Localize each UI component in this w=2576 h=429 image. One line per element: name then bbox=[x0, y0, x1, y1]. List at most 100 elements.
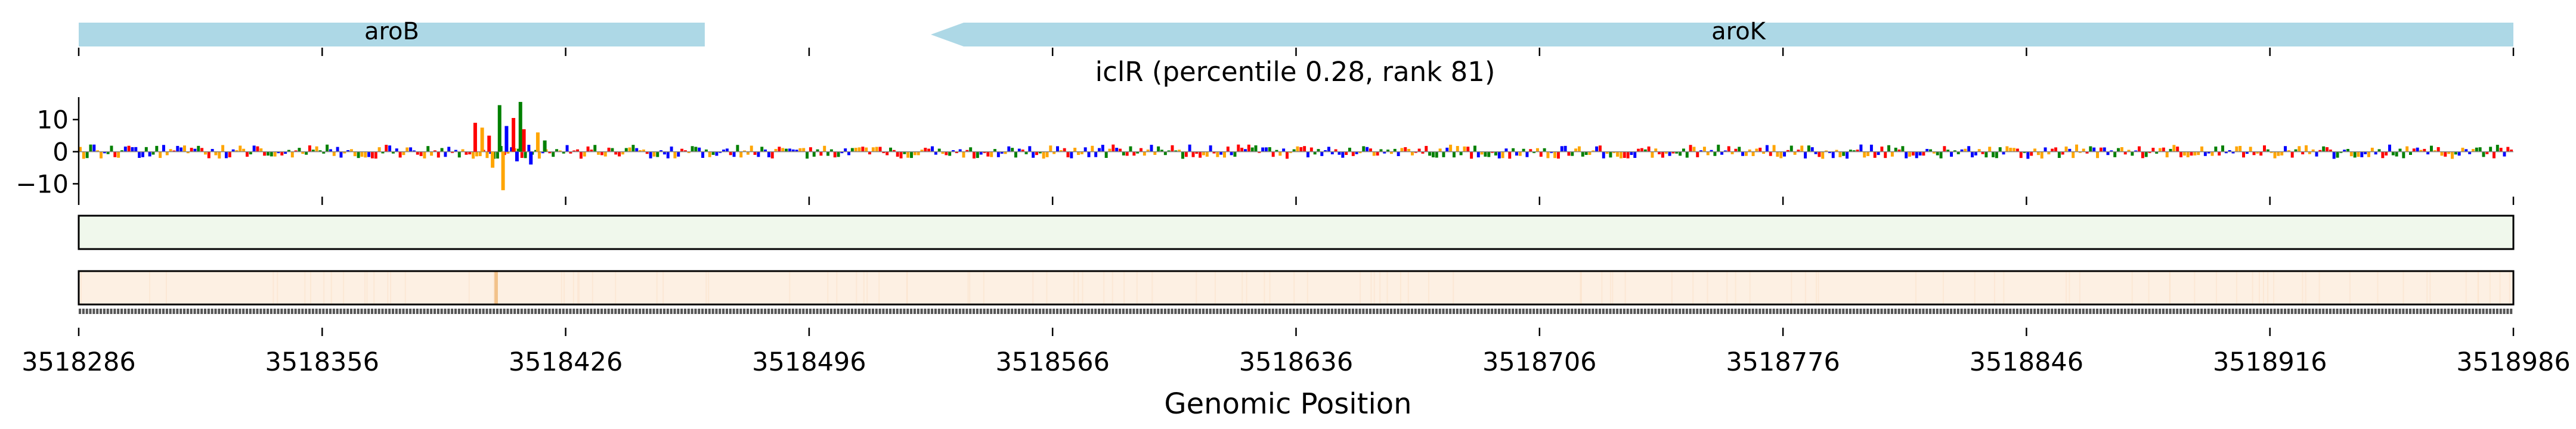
sequence-base bbox=[635, 309, 638, 314]
logo-mark bbox=[2131, 151, 2134, 156]
orange-track-streak bbox=[1082, 271, 1083, 304]
sequence-base bbox=[1017, 309, 1020, 314]
logo-mark bbox=[1908, 151, 1912, 157]
sequence-base bbox=[1501, 309, 1504, 314]
sequence-base bbox=[259, 309, 262, 314]
sequence-base bbox=[952, 309, 955, 314]
logo-mark bbox=[2346, 149, 2349, 152]
logo-mark bbox=[2085, 151, 2089, 154]
green-track bbox=[78, 214, 2515, 250]
logo-mark bbox=[2238, 145, 2242, 152]
sequence-base bbox=[2277, 309, 2280, 314]
logo-mark bbox=[2454, 151, 2457, 155]
logo-mark bbox=[1929, 149, 1933, 152]
logo-mark bbox=[965, 150, 969, 152]
logo-mark bbox=[423, 151, 426, 158]
logo-mark bbox=[844, 148, 847, 152]
logo-mark bbox=[516, 148, 520, 152]
logo-mark bbox=[433, 150, 436, 152]
logo-mark bbox=[381, 151, 385, 154]
sequence-base bbox=[1303, 309, 1306, 314]
sequence-base bbox=[1407, 309, 1410, 314]
sequence-base bbox=[388, 309, 391, 314]
sequence-base bbox=[656, 309, 659, 314]
logo-mark bbox=[1111, 144, 1115, 152]
sequence-base bbox=[155, 309, 158, 314]
sequence-base bbox=[516, 309, 520, 314]
logo-mark bbox=[2273, 151, 2277, 158]
logo-mark bbox=[983, 151, 986, 153]
sequence-logo-panel: 100−10 bbox=[16, 97, 2515, 205]
orange-track-streak bbox=[863, 271, 865, 304]
logo-peak bbox=[473, 123, 477, 152]
logo-mark bbox=[2144, 151, 2148, 157]
sequence-base bbox=[1125, 309, 1128, 314]
sequence-base bbox=[649, 309, 652, 314]
sequence-base bbox=[732, 309, 735, 314]
logo-mark bbox=[572, 150, 576, 152]
logo-mark bbox=[1539, 151, 1543, 157]
logo-mark bbox=[2200, 146, 2204, 152]
sequence-base bbox=[948, 309, 951, 314]
sequence-base bbox=[2305, 309, 2308, 314]
logo-mark bbox=[457, 151, 461, 158]
logo-mark bbox=[555, 149, 559, 152]
gene-label-aroK: aroK bbox=[1711, 18, 1767, 45]
green-track-fill bbox=[78, 214, 2515, 250]
logo-mark bbox=[973, 151, 976, 158]
logo-mark bbox=[875, 147, 878, 152]
sequence-strip bbox=[79, 309, 2513, 314]
sequence-base bbox=[308, 309, 311, 314]
logo-mark bbox=[2326, 147, 2329, 152]
sequence-base bbox=[746, 309, 749, 314]
logo-mark bbox=[2277, 151, 2280, 156]
logo-mark bbox=[903, 151, 906, 154]
orange-track-streak bbox=[1624, 271, 1626, 304]
logo-mark bbox=[1449, 144, 1453, 152]
sequence-base bbox=[2182, 309, 2185, 314]
logo-mark bbox=[760, 147, 764, 152]
logo-mark bbox=[430, 151, 434, 156]
logo-mark bbox=[1873, 151, 1877, 158]
sequence-base bbox=[719, 309, 722, 314]
logo-mark bbox=[719, 151, 722, 153]
sequence-base bbox=[1007, 309, 1010, 314]
logo-mark bbox=[865, 147, 868, 152]
logo-mark bbox=[1014, 151, 1017, 158]
sequence-base bbox=[920, 309, 923, 314]
sequence-base bbox=[781, 309, 784, 314]
sequence-base bbox=[1111, 309, 1114, 314]
logo-mark bbox=[1689, 145, 1692, 152]
sequence-base bbox=[120, 309, 123, 314]
sequence-base bbox=[1240, 309, 1243, 314]
logo-mark bbox=[1073, 147, 1077, 152]
sequence-base bbox=[2326, 309, 2329, 314]
sequence-base bbox=[1818, 309, 1820, 314]
orange-track-streak bbox=[165, 271, 167, 304]
logo-mark bbox=[1368, 148, 1372, 152]
logo-mark bbox=[2308, 151, 2311, 154]
sequence-base bbox=[1421, 309, 1424, 314]
logo-mark bbox=[245, 151, 249, 157]
gene-track: aroB aroK bbox=[79, 18, 2513, 46]
sequence-base bbox=[1814, 309, 1817, 314]
logo-mark bbox=[778, 147, 781, 152]
orange-track-streak bbox=[1370, 271, 1372, 304]
sequence-base bbox=[2148, 309, 2151, 314]
logo-mark bbox=[1337, 151, 1341, 155]
logo-mark bbox=[1313, 151, 1317, 155]
logo-mark bbox=[527, 144, 531, 152]
sequence-base bbox=[1480, 309, 1483, 314]
logo-mark bbox=[444, 151, 447, 157]
logo-mark bbox=[1289, 151, 1292, 153]
sequence-base bbox=[1021, 309, 1024, 314]
sequence-base bbox=[1393, 309, 1396, 314]
sequence-base bbox=[861, 309, 864, 314]
sequence-base bbox=[2190, 309, 2193, 314]
logo-mark bbox=[2096, 151, 2100, 158]
orange-track-streak bbox=[2252, 271, 2253, 304]
orange-track-streak bbox=[1791, 271, 1792, 304]
orange-track-streak bbox=[1111, 271, 1113, 304]
orange-track-streak bbox=[1749, 271, 1751, 304]
